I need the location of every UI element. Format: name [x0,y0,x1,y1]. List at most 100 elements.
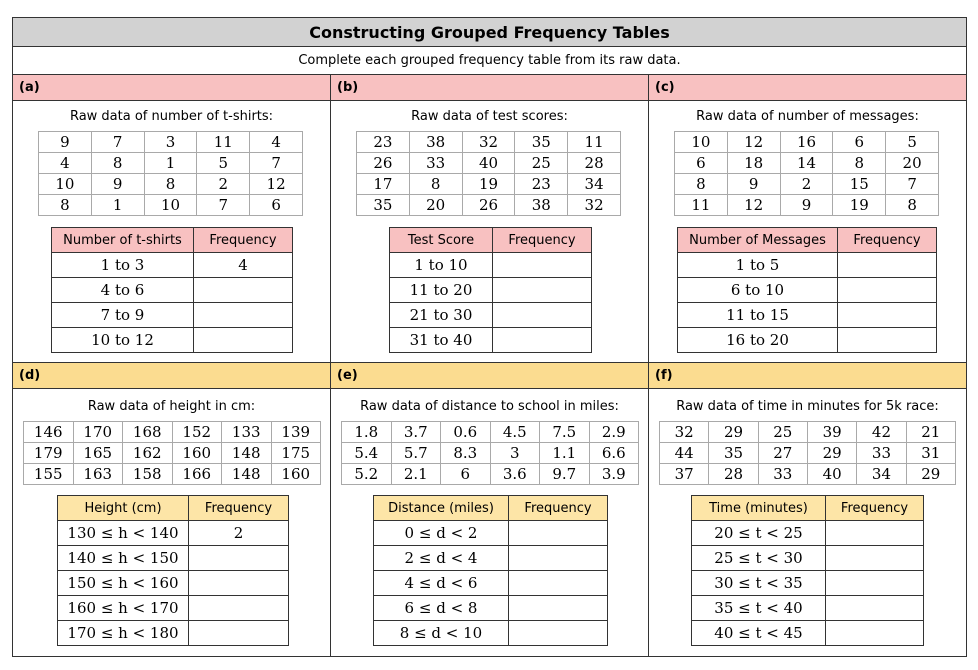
frequency-answer-cell[interactable] [837,327,937,353]
class-column-header: Number of Messages [677,227,838,253]
class-column-header: Number of t-shirts [51,227,194,253]
panel-b: (b) Raw data of test scores: 23 38 32 35 11 26 3… [331,75,649,363]
raw-data-cell: 11 [567,131,621,153]
raw-data-cell: 29 [708,421,759,443]
raw-data-cell: 16 [779,131,834,153]
panel-label: (b) [331,75,648,101]
raw-data-cell: 44 [658,442,710,464]
class-interval-cell: 170 ≤ h < 180 [57,620,189,646]
raw-data-cell: 6 [440,463,491,485]
frequency-answer-cell[interactable] [193,277,293,303]
raw-data-cell: 3 [143,131,198,153]
frequency-row: 16 to 20 [677,327,937,353]
frequency-answer-cell[interactable] [508,620,608,646]
frequency-row: 11 to 15 [677,302,937,328]
raw-data-cell: 26 [356,152,410,174]
frequency-column-header: Frequency [492,227,592,253]
frequency-answer-cell[interactable] [193,327,293,353]
instructions: Complete each grouped frequency table fr… [13,47,966,75]
raw-data-caption: Raw data of number of messages: [696,109,919,124]
frequency-answer-cell[interactable] [188,570,289,596]
raw-data-row: 37 28 33 40 34 29 [658,463,957,485]
frequency-answer-cell[interactable] [193,302,293,328]
worksheet: Constructing Grouped Frequency Tables Co… [12,17,967,657]
raw-data-cell: 8 [885,194,939,216]
raw-data-cell: 11 [674,194,728,216]
raw-data-table: 10 12 16 6 5 6 18 14 8 20 8 9 2 15 7 11 12 9 19 8 [674,131,939,216]
raw-data-cell: 3.6 [489,463,540,485]
raw-data-cell: 33 [856,442,907,464]
class-interval-cell: 160 ≤ h < 170 [57,595,189,621]
panel-e: (e) Raw data of distance to school in mil… [331,363,649,656]
frequency-row: 35 ≤ t < 40 [691,595,924,621]
panel-label: (e) [331,363,648,389]
raw-data-cell: 20 [885,152,939,174]
raw-data-cell: 25 [514,152,569,174]
frequency-answer-cell[interactable] [825,620,924,646]
raw-data-cell: 21 [905,421,957,443]
frequency-answer-cell[interactable] [492,277,592,303]
raw-data-cell: 32 [567,194,621,216]
raw-data-cell: 5.7 [390,442,441,464]
class-interval-cell: 4 to 6 [51,277,194,303]
raw-data-table: 9 7 3 11 4 4 8 1 5 7 10 9 8 2 12 8 1 10 7 6 [38,131,303,216]
panel-f: (f) Raw data of time in minutes for 5k ra… [649,363,966,656]
raw-data-cell: 40 [461,152,516,174]
frequency-answer-cell[interactable] [508,520,608,546]
frequency-answer-cell[interactable] [188,545,289,571]
raw-data-cell: 155 [23,463,74,485]
raw-data-row: 44 35 27 29 33 31 [658,442,957,464]
frequency-answer-cell[interactable] [825,570,924,596]
frequency-header-row: Height (cm) Frequency [57,495,289,521]
frequency-answer-cell[interactable] [508,595,608,621]
frequency-answer-cell[interactable] [837,302,937,328]
raw-data-cell: 7 [196,194,251,216]
raw-data-cell: 4.5 [489,421,540,443]
raw-data-cell: 2 [196,173,251,195]
frequency-row: 140 ≤ h < 150 [57,545,289,571]
frequency-answer-cell[interactable] [825,595,924,621]
raw-data-caption: Raw data of distance to school in miles: [360,399,619,414]
raw-data-cell: 6.6 [588,442,639,464]
frequency-table: Time (minutes) Frequency 20 ≤ t < 25 25 ≤ t… [691,495,924,646]
raw-data-row: 9 7 3 11 4 [38,131,303,153]
frequency-column-header: Frequency [508,495,608,521]
raw-data-cell: 162 [122,442,173,464]
raw-data-cell: 1 [90,194,145,216]
panel-c: (c) Raw data of number of messages: 10 12 16… [649,75,966,363]
raw-data-cell: 8 [90,152,145,174]
raw-data-cell: 23 [514,173,569,195]
raw-data-cell: 29 [806,442,858,464]
raw-data-table: 32 29 25 39 42 21 44 35 27 29 33 31 37 28 33 40 34 29 [658,421,957,485]
raw-data-cell: 179 [23,442,74,464]
frequency-table: Test Score Frequency 1 to 10 11 to 20 21 to … [389,227,592,353]
raw-data-cell: 9 [90,173,145,195]
frequency-answer-cell[interactable] [837,277,937,303]
frequency-answer-cell[interactable] [492,252,592,278]
raw-data-cell: 139 [270,421,321,443]
raw-data-cell: 19 [461,173,516,195]
frequency-answer-cell[interactable]: 4 [193,252,293,278]
frequency-answer-cell[interactable] [492,327,592,353]
frequency-answer-cell[interactable] [188,620,289,646]
frequency-header-row: Test Score Frequency [389,227,592,253]
frequency-row: 30 ≤ t < 35 [691,570,924,596]
raw-data-cell: 34 [567,173,621,195]
frequency-answer-cell[interactable] [492,302,592,328]
frequency-answer-cell[interactable] [837,252,937,278]
raw-data-row: 5.4 5.7 8.3 3 1.1 6.6 [341,442,639,464]
frequency-answer-cell[interactable]: 2 [188,520,289,546]
frequency-row: 1 to 5 [677,252,937,278]
frequency-answer-cell[interactable] [825,520,924,546]
raw-data-cell: 18 [726,152,781,174]
raw-data-cell: 1.8 [341,421,392,443]
frequency-answer-cell[interactable] [508,545,608,571]
class-interval-cell: 16 to 20 [677,327,838,353]
raw-data-cell: 32 [461,131,516,153]
raw-data-cell: 160 [171,442,222,464]
frequency-answer-cell[interactable] [508,570,608,596]
frequency-answer-cell[interactable] [188,595,289,621]
frequency-answer-cell[interactable] [825,545,924,571]
raw-data-cell: 4 [38,152,92,174]
frequency-header-row: Number of t-shirts Frequency [51,227,293,253]
